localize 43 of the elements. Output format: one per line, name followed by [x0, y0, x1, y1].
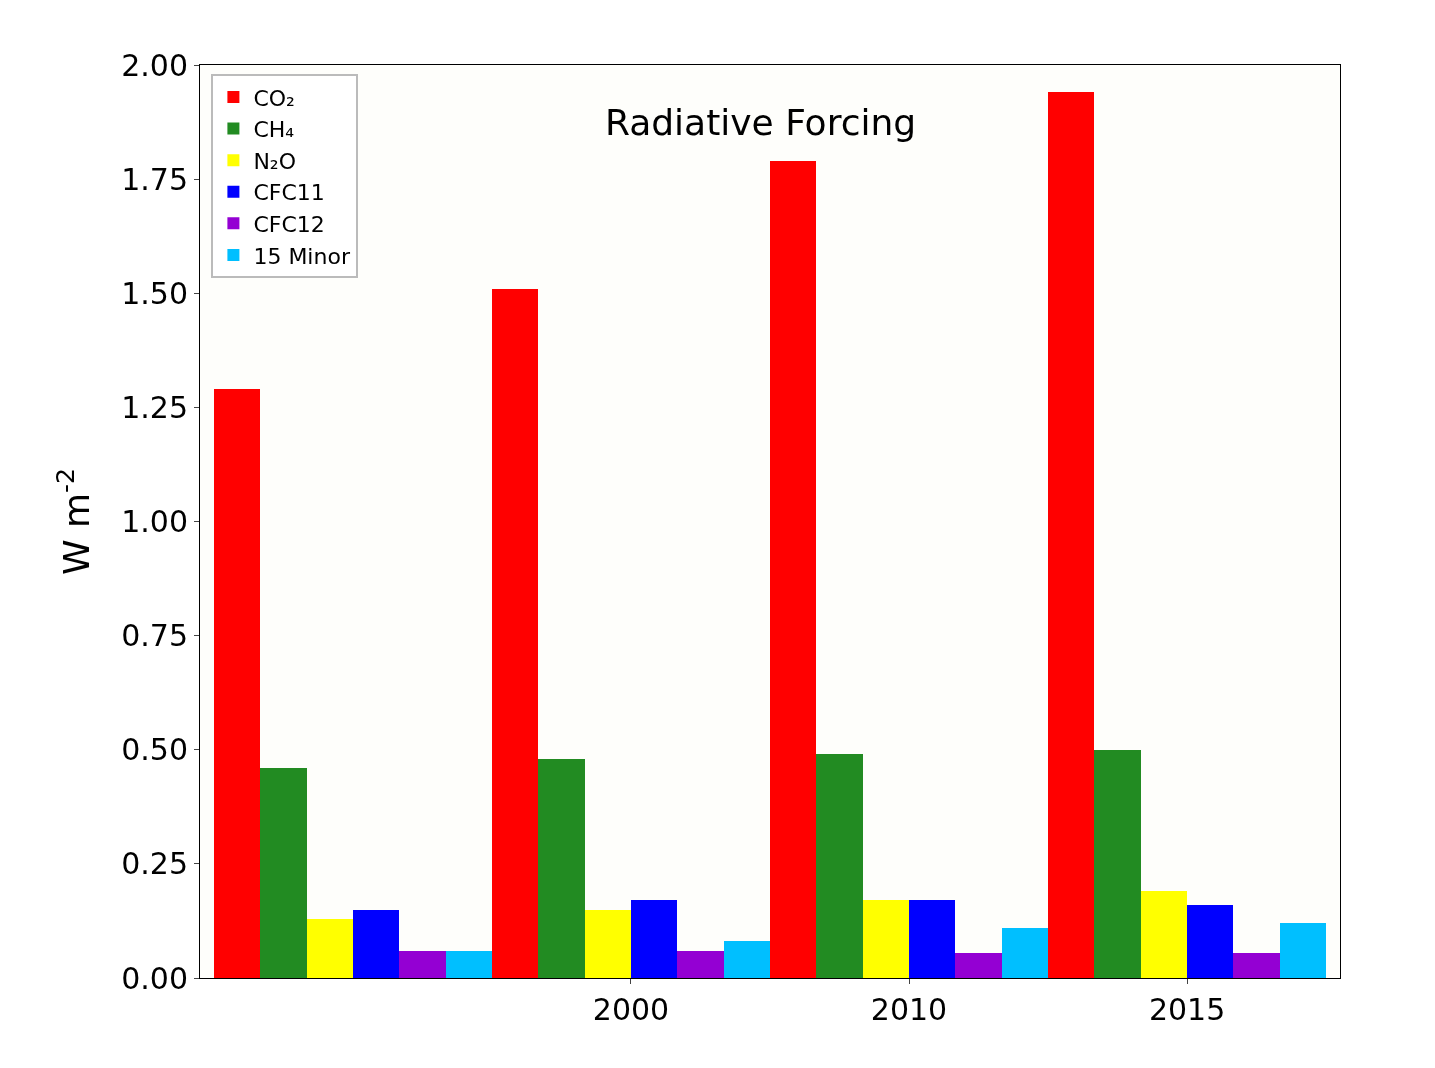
y-tick-label: 2.00	[121, 47, 188, 83]
bar	[446, 951, 492, 978]
bar	[399, 951, 446, 978]
bar	[1002, 928, 1048, 978]
bar	[863, 900, 909, 978]
bar	[538, 759, 585, 978]
bar	[816, 754, 863, 978]
bar	[492, 289, 538, 978]
x-tick-label: 2010	[870, 992, 948, 1027]
y-tick-label: 1.75	[121, 161, 188, 197]
bar	[631, 900, 677, 978]
y-tick-label: 0.75	[121, 618, 188, 654]
x-tick-label: 2015	[1148, 992, 1226, 1027]
bar	[353, 910, 399, 978]
legend-label: CFC11	[253, 180, 325, 206]
bar	[214, 389, 260, 978]
y-tick-label: 1.50	[121, 275, 188, 311]
bar	[770, 161, 816, 978]
bar	[724, 941, 770, 978]
x-tick-label: 2000	[592, 992, 670, 1027]
bar	[1187, 905, 1233, 978]
bar	[307, 919, 353, 978]
y-tick-label: 0.50	[121, 732, 188, 768]
bar	[1233, 953, 1280, 978]
text: Radiative Forcing	[604, 102, 917, 144]
bar	[909, 900, 955, 978]
bar	[585, 910, 631, 978]
bar	[1094, 750, 1141, 978]
bar	[677, 951, 724, 978]
bar	[955, 953, 1002, 978]
bar	[1141, 891, 1187, 978]
bar	[260, 768, 307, 978]
legend-label: 15 Minor	[253, 243, 351, 269]
y-tick-label: 1.00	[121, 504, 188, 539]
y-tick-label: 0.25	[121, 846, 188, 882]
legend-label: N₂O	[253, 148, 296, 174]
legend-label: CFC12	[253, 211, 325, 237]
y-tick-label: 0.00	[121, 960, 188, 996]
bar	[1048, 92, 1094, 978]
legend-label: CO₂	[253, 85, 295, 111]
y-tick-label: 1.25	[121, 389, 188, 425]
bar	[1280, 923, 1326, 978]
legend-label: CH₄	[253, 117, 295, 143]
